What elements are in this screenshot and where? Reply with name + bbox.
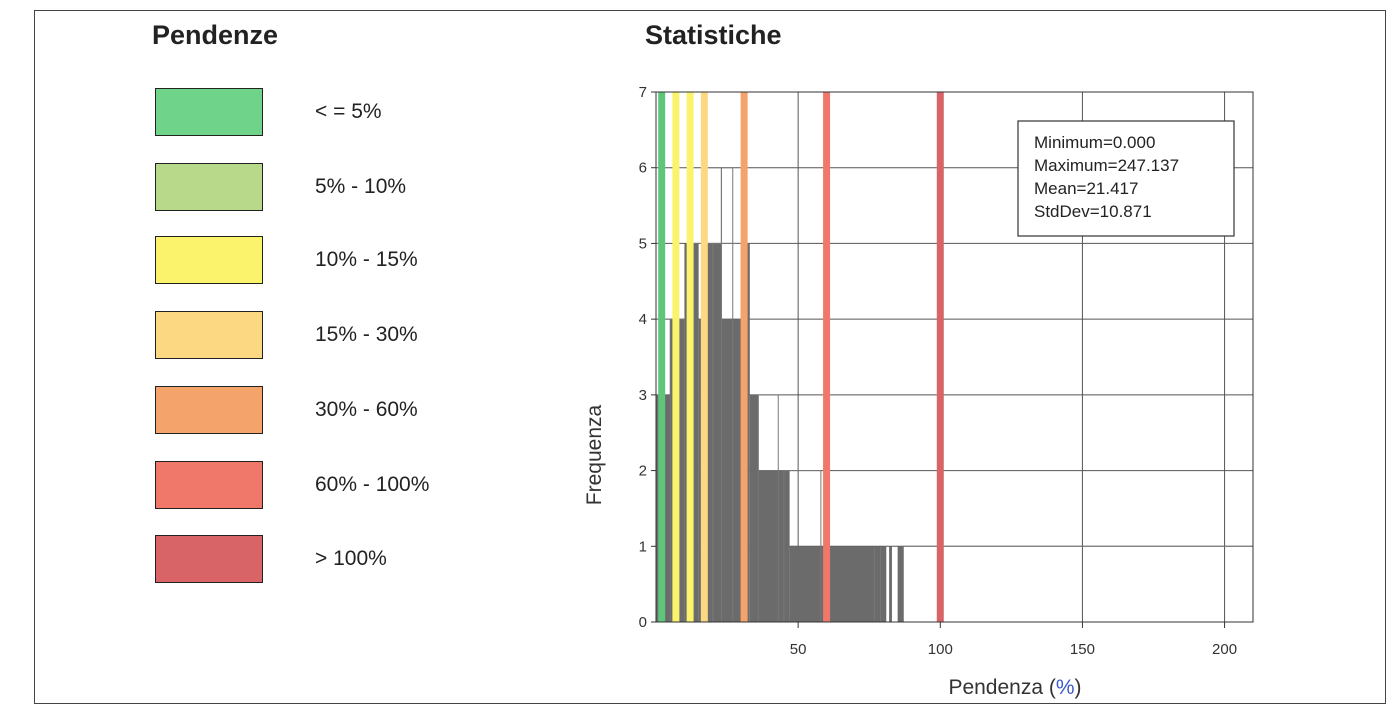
legend-item: 60% - 100% [155,461,475,511]
histogram-bar [758,470,790,622]
y-tick-label: 1 [639,538,647,555]
legend-title: Pendenze [152,20,279,50]
stats-box: Minimum=0.000 Maximum=247.137 Mean=21.41… [1017,120,1235,237]
histogram-bar [889,546,892,622]
legend-item: > 100% [155,535,475,585]
x-tick-label: 150 [1070,641,1095,658]
y-tick-label: 0 [639,614,647,631]
x-axis-label: Pendenza (%) [948,676,1081,699]
legend-swatch [155,386,263,434]
axes: 0 1 2 3 4 5 6 7 50 100 150 200 [639,84,1237,658]
stats-minimum: Minimum=0.000 [1034,133,1155,152]
histogram-bar [897,546,904,622]
threshold-lines [658,92,944,622]
legend-label: < = 5% [315,100,382,123]
legend-swatch [155,311,263,359]
y-tick-label: 2 [639,463,647,480]
legend-swatch [155,163,263,211]
histogram-bar [749,394,759,622]
legend-label: 5% - 10% [315,175,407,198]
y-tick-label: 5 [639,235,647,252]
stats-maximum: Maximum=247.137 [1034,156,1179,175]
stats-stddev: StdDev=10.871 [1034,202,1152,221]
legend-label: 60% - 100% [315,473,430,496]
histogram-bar [880,546,887,622]
x-axis-label-close: ) [1075,676,1082,699]
legend-item: 10% - 15% [155,236,475,286]
x-axis-label-unit: % [1056,676,1075,699]
x-tick-label: 200 [1212,641,1237,658]
x-tick-label: 100 [928,641,953,658]
x-axis-label-text: Pendenza ( [948,676,1055,699]
legend-item: < = 5% [155,88,475,138]
slope-histogram-chart: 0 1 2 3 4 5 6 7 50 100 150 200 Minimum=0.000 Maximu… [583,84,1254,699]
y-axis-label: Frequenza [583,404,606,505]
histogram-bar [721,319,742,622]
y-tick-label: 6 [639,160,647,177]
histogram-bar [789,546,824,622]
y-tick-label: 3 [639,387,647,404]
histogram-bar [707,243,722,622]
histogram-bar [829,546,875,622]
histogram-outline-bar [902,545,1254,623]
legend-item: 5% - 10% [155,163,475,213]
legend-item: 30% - 60% [155,386,475,436]
legend-item: 15% - 30% [155,311,475,361]
y-tick-label: 4 [639,311,647,328]
legend-label: 10% - 15% [315,248,418,271]
legend-label: 30% - 60% [315,398,418,421]
y-tick-label: 7 [639,84,647,101]
histogram-bar [874,546,881,622]
legend-swatch [155,88,263,136]
x-tick-label: 50 [790,641,807,658]
statistics-title: Statistiche [645,20,782,50]
legend-swatch [155,461,263,509]
legend-label: > 100% [315,547,387,570]
stats-mean: Mean=21.417 [1034,179,1138,198]
stats-box-frame [1017,120,1235,237]
legend-swatch [155,535,263,583]
legend-label: 15% - 30% [315,323,418,346]
plot-area [655,91,1254,623]
legend-swatch [155,236,263,284]
